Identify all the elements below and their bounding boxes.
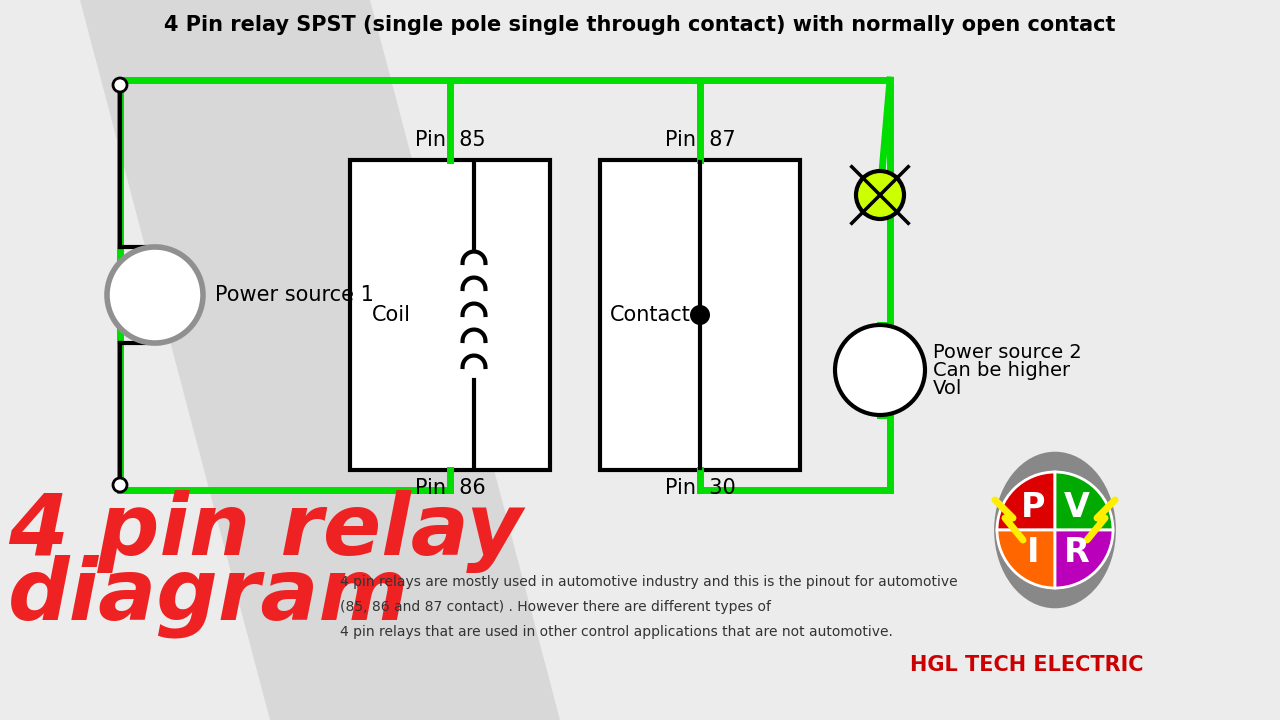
- Text: Can be higher: Can be higher: [933, 361, 1070, 379]
- Text: 4 pin relay: 4 pin relay: [8, 490, 522, 573]
- Text: Pin  87: Pin 87: [664, 130, 735, 150]
- Text: (85, 86 and 87 contact) . However there are different types of: (85, 86 and 87 contact) . However there …: [340, 600, 771, 614]
- Circle shape: [835, 325, 925, 415]
- Bar: [349, 160, 550, 470]
- Text: V: V: [1064, 492, 1091, 524]
- Text: Pin  30: Pin 30: [664, 478, 736, 498]
- Circle shape: [113, 478, 127, 492]
- Text: Coil: Coil: [372, 305, 411, 325]
- Text: HGL TECH ELECTRIC: HGL TECH ELECTRIC: [910, 655, 1143, 675]
- Wedge shape: [997, 530, 1055, 588]
- Text: Pin  85: Pin 85: [415, 130, 485, 150]
- Text: P: P: [1020, 492, 1046, 524]
- Text: Contact: Contact: [611, 305, 691, 325]
- Circle shape: [108, 247, 204, 343]
- Wedge shape: [1055, 530, 1114, 588]
- Circle shape: [113, 78, 127, 92]
- Text: diagram: diagram: [8, 555, 410, 639]
- Text: Vol: Vol: [933, 379, 963, 397]
- Text: Power source 2: Power source 2: [933, 343, 1082, 361]
- Text: 4 pin relays are mostly used in automotive industry and this is the pinout for a: 4 pin relays are mostly used in automoti…: [340, 575, 957, 589]
- Circle shape: [690, 305, 710, 325]
- Text: R: R: [1064, 536, 1089, 569]
- Text: 4 Pin relay SPST (single pole single through contact) with normally open contact: 4 Pin relay SPST (single pole single thr…: [164, 15, 1116, 35]
- Wedge shape: [997, 472, 1055, 530]
- Circle shape: [856, 171, 904, 219]
- Text: Power source 1: Power source 1: [215, 285, 374, 305]
- Text: I: I: [1027, 536, 1039, 569]
- Wedge shape: [1055, 472, 1114, 530]
- Bar: [600, 160, 800, 470]
- Text: 4 pin relays that are used in other control applications that are not automotive: 4 pin relays that are used in other cont…: [340, 625, 893, 639]
- Text: Pin  86: Pin 86: [415, 478, 485, 498]
- Polygon shape: [81, 0, 559, 720]
- Ellipse shape: [995, 451, 1116, 608]
